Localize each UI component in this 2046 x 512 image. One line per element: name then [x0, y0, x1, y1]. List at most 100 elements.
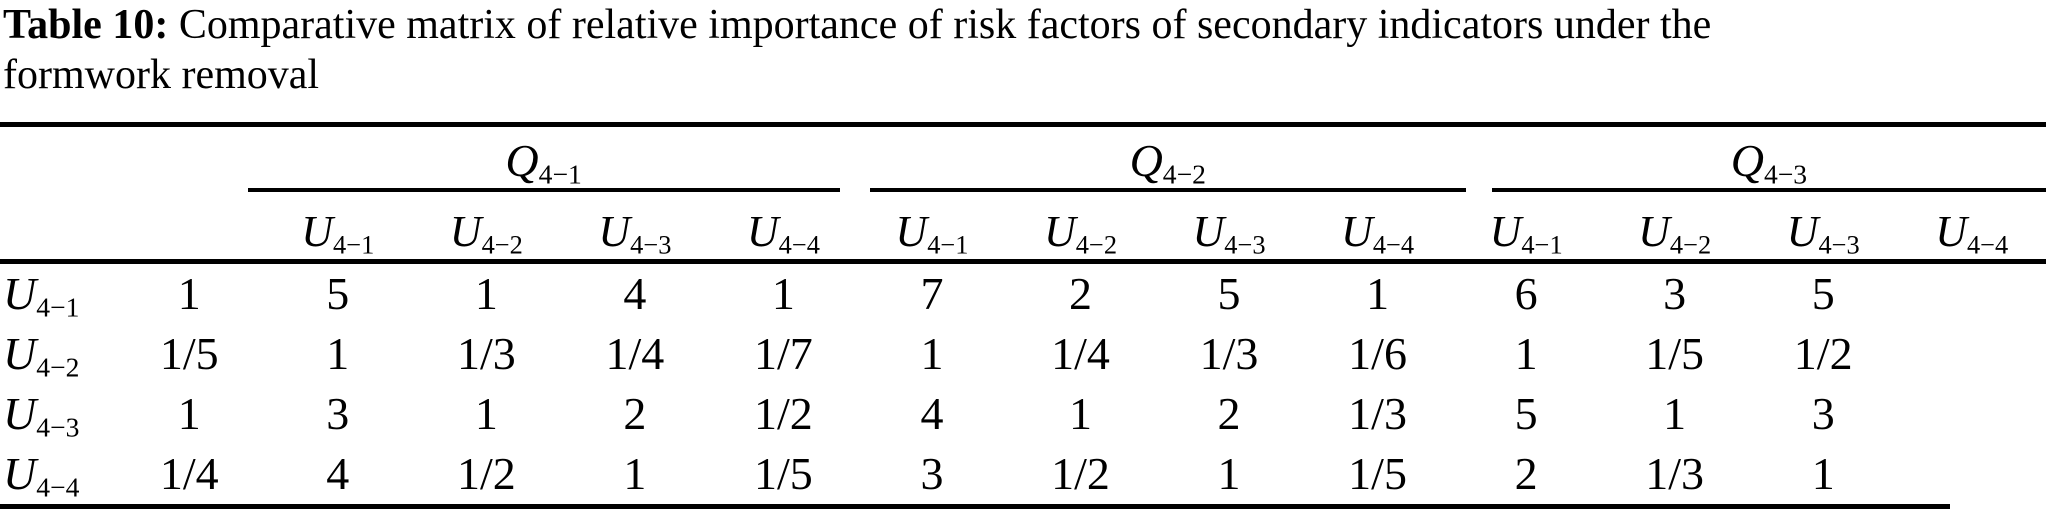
group-header-q4-2: Q4−2 — [869, 127, 1466, 192]
group-header-q4-1: Q4−1 — [247, 127, 840, 192]
col-header: U4−2 — [412, 210, 561, 259]
math-base: U — [1786, 207, 1819, 256]
table-bottom-rule — [0, 504, 1950, 509]
math-sub: 4−2 — [1162, 158, 1206, 190]
table-row: U4−2 1/5 1 1/3 1/4 1/7 1 1/4 1/3 1/6 1 1… — [0, 324, 2046, 384]
value-cell: 1/5 — [1645, 328, 1705, 379]
math-sub: 4−2 — [481, 229, 523, 260]
math-base: U — [1341, 207, 1373, 256]
math-base: U — [3, 388, 37, 439]
math-base: U — [301, 207, 334, 256]
math-base: U — [746, 207, 779, 256]
value-cell: 1 — [1366, 268, 1390, 319]
math-base: U — [1935, 207, 1967, 256]
math-sub: 4−4 — [1372, 229, 1415, 260]
value-cell: 1/7 — [754, 328, 813, 379]
value-cell: 1 — [1217, 448, 1241, 499]
col-header: U4−4 — [709, 210, 858, 259]
col-header: U4−4 — [1303, 210, 1452, 259]
math-base: U — [1192, 207, 1225, 256]
math-sub: 4−1 — [1521, 229, 1563, 260]
math-base: U — [598, 207, 631, 256]
table-row: U4−4 1/4 4 1/2 1 1/5 3 1/2 1 1/5 2 1/3 1 — [0, 444, 2046, 504]
math-sub: 4−3 — [630, 229, 672, 260]
value-cell: 1/3 — [1199, 328, 1259, 379]
value-cell: 5 — [326, 268, 350, 319]
math-base: U — [895, 207, 928, 256]
value-cell: 1/5 — [1348, 448, 1407, 499]
value-cell: 1/4 — [605, 328, 665, 379]
math-sub: 4−3 — [1818, 229, 1860, 260]
value-cell: 1/2 — [754, 388, 813, 439]
value-cell: 1 — [177, 388, 201, 439]
math-base: U — [3, 268, 37, 319]
math-base: Q — [1129, 135, 1163, 186]
math-sub: 4−3 — [1763, 158, 1808, 190]
value-cell: 3 — [326, 388, 350, 439]
value-cell: 2 — [623, 388, 647, 439]
math-sub: 4−4 — [36, 471, 80, 503]
value-cell: 2 — [1514, 448, 1538, 499]
col-header: U4−3 — [1155, 210, 1304, 259]
math-base: U — [3, 328, 37, 379]
value-cell: 1/3 — [456, 328, 516, 379]
math-sub: 4−2 — [1669, 229, 1712, 260]
table-caption-text-line1: Comparative matrix of relative importanc… — [178, 2, 1712, 48]
math-sub: 4−2 — [36, 351, 80, 383]
value-cell: 1 — [1068, 388, 1092, 439]
group-label: Q4−1 — [505, 138, 581, 189]
math-sub: 4−2 — [1075, 229, 1118, 260]
math-sub: 4−1 — [538, 158, 582, 190]
value-cell: 1/4 — [159, 448, 219, 499]
value-cell: 3 — [920, 448, 944, 499]
value-cell: 1 — [474, 388, 498, 439]
math-sub: 4−3 — [36, 411, 80, 443]
value-cell: 2 — [1068, 268, 1092, 319]
value-cell: 5 — [1514, 388, 1538, 439]
math-sub: 4−1 — [927, 229, 969, 260]
comparison-matrix-table: Q4−1 Q4−2 Q4−3 U4−1 U4−2 U4−3 U4−4 U4−1 … — [0, 122, 2046, 509]
value-cell: 1/4 — [1051, 328, 1110, 379]
value-cell: 6 — [1514, 268, 1538, 319]
col-header: U4−1 — [858, 210, 1007, 259]
group-label: Q4−2 — [1129, 135, 1206, 189]
col-header: U4−1 — [264, 210, 413, 259]
value-cell: 1/5 — [754, 448, 813, 499]
col-header: U4−4 — [1897, 210, 2046, 259]
value-cell: 3 — [1811, 388, 1835, 439]
table-row: U4−1 1 5 1 4 1 7 2 5 1 6 3 5 — [0, 264, 2046, 324]
col-header: U4−1 — [1452, 210, 1601, 259]
value-cell: 5 — [1811, 268, 1835, 319]
value-cell: 4 — [623, 268, 647, 319]
value-cell: 1 — [474, 268, 498, 319]
math-sub: 4−3 — [1224, 229, 1266, 260]
value-cell: 1 — [920, 328, 944, 379]
math-base: U — [1638, 207, 1670, 256]
col-header: U4−3 — [1749, 210, 1898, 259]
col-header: U4−2 — [1600, 210, 1749, 259]
group-header-q4-3: Q4−3 — [1491, 127, 2046, 192]
table-row: U4−3 1 3 1 2 1/2 4 1 2 1/3 5 1 3 — [0, 384, 2046, 444]
value-cell: 3 — [1663, 268, 1687, 319]
row-header: U4−4 — [0, 448, 115, 502]
value-cell: 4 — [920, 388, 944, 439]
value-cell: 5 — [1217, 268, 1241, 319]
math-base: U — [3, 448, 37, 499]
group-header-row: Q4−1 Q4−2 Q4−3 — [0, 127, 2046, 192]
math-sub: 4−4 — [1966, 229, 2009, 260]
value-cell: 7 — [920, 268, 944, 319]
value-cell: 1/6 — [1348, 328, 1407, 379]
value-cell: 1 — [177, 268, 201, 319]
math-base: Q — [1730, 135, 1764, 186]
math-sub: 4−4 — [778, 229, 820, 260]
value-cell: 1/3 — [1348, 388, 1407, 439]
value-cell: 1/2 — [1793, 328, 1853, 379]
table-caption-label: Table 10: — [3, 2, 169, 48]
value-cell: 4 — [326, 448, 350, 499]
row-header: U4−2 — [0, 328, 115, 382]
math-base: U — [1043, 207, 1076, 256]
value-cell: 1 — [1514, 328, 1538, 379]
row-header: U4−1 — [0, 268, 115, 322]
col-header: U4−3 — [561, 210, 710, 259]
